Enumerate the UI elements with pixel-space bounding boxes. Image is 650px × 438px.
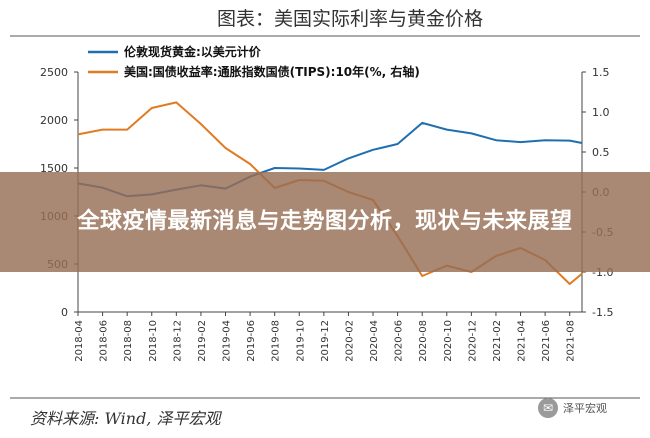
x-tick-label: 2019-06 xyxy=(246,320,257,362)
axes: 05001000150020002500-1.5-1.0-0.50.00.51.… xyxy=(40,66,613,362)
x-tick-label: 2021-06 xyxy=(541,320,552,362)
x-tick-label: 2018-04 xyxy=(74,320,85,362)
right-tick-label: 1.0 xyxy=(592,106,610,119)
right-tick-label: 1.5 xyxy=(592,66,610,79)
x-tick-label: 2020-10 xyxy=(443,320,454,362)
x-tick-label: 2018-10 xyxy=(148,320,159,362)
x-tick-label: 2019-12 xyxy=(320,320,331,362)
source-note: 资料来源: Wind, 泽平宏观 xyxy=(30,409,222,428)
right-tick-label: 0.5 xyxy=(592,146,610,159)
right-tick-label: -1.5 xyxy=(592,306,613,319)
x-tick-label: 2020-06 xyxy=(394,320,405,362)
x-tick-label: 2020-02 xyxy=(344,320,355,362)
x-tick-label: 2018-06 xyxy=(99,320,110,362)
left-tick-label: 1500 xyxy=(40,162,68,175)
chart-title: 图表：美国实际利率与黄金价格 xyxy=(217,8,483,30)
legend-label-tips: 美国:国债收益率:通胀指数国债(TIPS):10年(%, 右轴) xyxy=(124,64,420,79)
x-tick-label: 2019-10 xyxy=(295,320,306,362)
x-tick-label: 2019-04 xyxy=(222,320,233,362)
watermark: ✉ 泽平宏观 xyxy=(538,398,607,418)
x-tick-label: 2021-04 xyxy=(517,320,528,362)
legend-label-gold: 伦敦现货黄金:以美元计价 xyxy=(124,44,262,59)
x-tick-label: 2018-12 xyxy=(172,320,183,362)
x-tick-label: 2020-12 xyxy=(467,320,478,362)
x-tick-label: 2019-08 xyxy=(271,320,282,362)
left-tick-label: 2500 xyxy=(40,66,68,79)
x-tick-label: 2021-08 xyxy=(566,320,577,362)
headline-text: 全球疫情最新消息与走势图分析，现状与未来展望 xyxy=(77,209,573,234)
headline-banner: 全球疫情最新消息与走势图分析，现状与未来展望 xyxy=(0,172,650,272)
x-tick-label: 2021-02 xyxy=(492,320,503,362)
x-tick-label: 2019-02 xyxy=(197,320,208,362)
x-tick-label: 2020-04 xyxy=(369,320,380,362)
x-tick-label: 2018-08 xyxy=(123,320,134,362)
left-tick-label: 2000 xyxy=(40,114,68,127)
left-tick-label: 0 xyxy=(61,306,68,319)
x-tick-label: 2020-08 xyxy=(418,320,429,362)
wechat-icon: ✉ xyxy=(538,398,558,418)
watermark-text: 泽平宏观 xyxy=(563,402,607,415)
